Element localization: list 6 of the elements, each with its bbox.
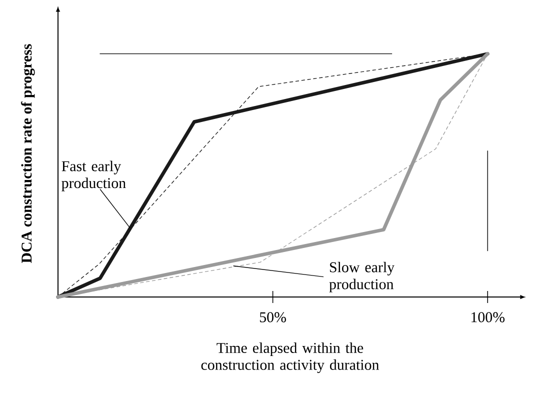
x-axis-title: Time elapsed within the construction activity duration	[201, 342, 380, 373]
annotation: Slow early production	[329, 262, 395, 292]
y-axis-title: DCA construction rate of progress	[21, 44, 35, 263]
x-tick-label: 50%	[260, 312, 286, 322]
annotation: Fast early production	[62, 160, 126, 192]
x-tick-label: 100%	[472, 312, 505, 322]
